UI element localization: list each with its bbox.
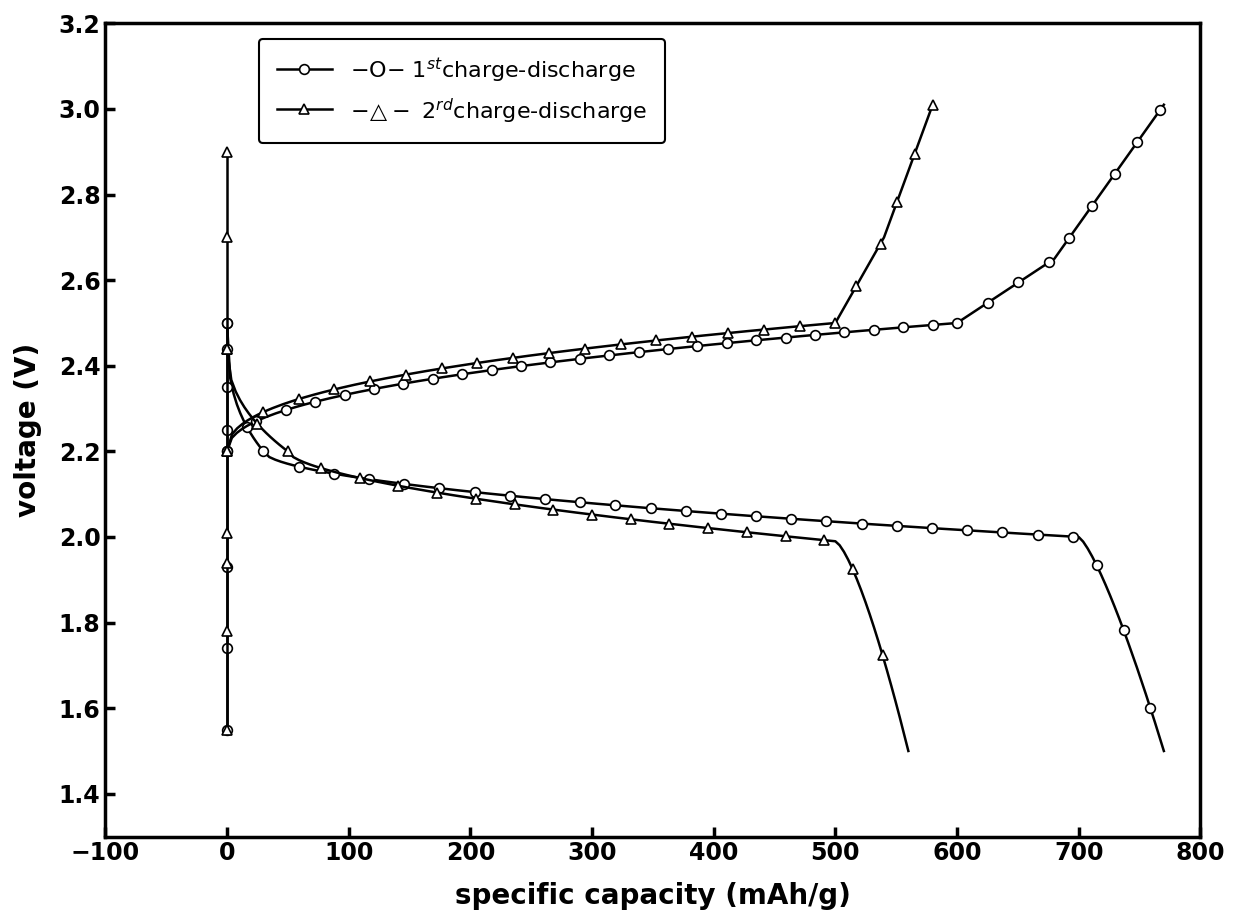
Legend: $-$O$-$ 1$^{st}$charge-discharge, $-\!\triangle\!-$ 2$^{rd}$charge-discharge: $-$O$-$ 1$^{st}$charge-discharge, $-\!\t… (259, 39, 665, 143)
Y-axis label: voltage (V): voltage (V) (14, 343, 42, 517)
X-axis label: specific capacity (mAh/g): specific capacity (mAh/g) (455, 882, 851, 910)
